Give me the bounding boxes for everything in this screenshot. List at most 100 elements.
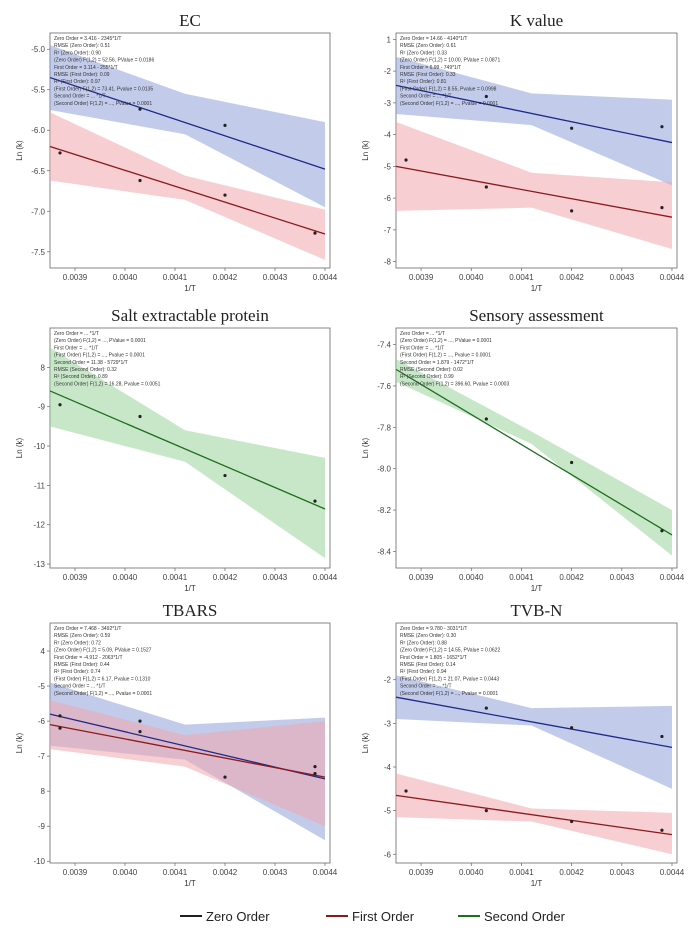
regression-stat-line: RMSE (First Order): 0.33 xyxy=(400,72,456,78)
regression-stat-line: RMSE (First Order): 0.09 xyxy=(54,72,110,78)
regression-stat-line: R² (Zero Order): 0.88 xyxy=(400,640,447,646)
x-tick-label: 0.0040 xyxy=(113,868,138,877)
regression-stat-line: RMSE (Zero Order): 0.51 xyxy=(54,43,110,49)
y-tick-label: -5.0 xyxy=(31,45,45,54)
x-tick-label: 0.0043 xyxy=(263,273,288,282)
regression-stat-line: R² (Zero Order): 0.90 xyxy=(54,50,101,56)
regression-stat-line: RMSE (Zero Order): 0.61 xyxy=(400,43,456,49)
zero-order-data-point xyxy=(660,125,664,129)
y-tick-label: 8 xyxy=(41,363,46,372)
first-order-data-point xyxy=(404,789,408,793)
panel-title: TBARS xyxy=(163,601,218,620)
y-axis-label: Ln (k) xyxy=(15,732,24,753)
plot-frame xyxy=(395,327,678,569)
panel-3: Salt extractable protein 0.0039 0.0040 0.00… xyxy=(15,306,338,593)
regression-stat-line: Zero Order = 9.780 - 3031*1/T xyxy=(400,626,467,632)
x-tick-label: 0.0041 xyxy=(509,573,534,582)
panel-1: EC 0.0039 0.0040 0.0041 0.0042 0.0043 0.0044 1/… xyxy=(15,11,338,293)
x-tick-label: 0.0039 xyxy=(63,868,88,877)
first-order-data-point xyxy=(138,719,142,723)
zero-order-fit-line xyxy=(49,76,326,170)
panel-title: TVB-N xyxy=(511,601,563,620)
y-axis-label: Ln (k) xyxy=(361,140,370,161)
first-order-data-point xyxy=(223,193,227,197)
panel-title: K value xyxy=(510,11,563,30)
x-tick-label: 0.0039 xyxy=(63,573,88,582)
x-tick-label: 0.0041 xyxy=(163,573,188,582)
x-tick-label: 0.0040 xyxy=(459,573,484,582)
y-tick-label: -9 xyxy=(38,822,46,831)
y-tick-label: -7.5 xyxy=(31,248,45,257)
y-axis-label: Ln (k) xyxy=(15,140,24,161)
y-tick-label: 1 xyxy=(387,35,392,44)
x-axis-label: 1/T xyxy=(531,584,543,593)
x-tick-label: 0.0044 xyxy=(313,868,338,877)
y-tick-label: -8.0 xyxy=(377,465,391,474)
first-order-data-point xyxy=(570,209,574,213)
x-tick-label: 0.0039 xyxy=(409,573,434,582)
x-tick-label: 0.0043 xyxy=(610,573,635,582)
x-tick-label: 0.0040 xyxy=(459,273,484,282)
regression-stat-line: (First Order) F(1,2) = ..., Pvalue = 0.0… xyxy=(54,353,145,359)
panel-title: Salt extractable protein xyxy=(111,306,269,325)
zero-order-fit-line xyxy=(395,696,673,749)
zero-order-data-point xyxy=(484,94,488,99)
regression-stat-line: Zero Order = ... *1/T xyxy=(54,331,99,337)
y-tick-label: -3 xyxy=(384,719,392,728)
x-tick-label: 0.0040 xyxy=(459,868,484,877)
first-order-data-point xyxy=(313,772,317,776)
y-tick-label: -10 xyxy=(33,442,45,451)
second-order-fit-line xyxy=(49,390,326,510)
zero-order-data-point xyxy=(484,706,488,710)
second-order-data-point xyxy=(484,417,488,421)
y-tick-label: -4 xyxy=(384,763,392,772)
second-order-data-point xyxy=(223,473,227,478)
first-order-data-point xyxy=(660,206,664,210)
y-tick-label: -6.0 xyxy=(31,126,45,135)
regression-stat-line: First Order = 1.805 - 1652*1/T xyxy=(400,655,467,661)
regression-stat-line: RMSE (Zero Order): 0.30 xyxy=(400,633,456,639)
regression-stat-line: (Zero Order) F(1,2) = 52.56, PValue = 0.… xyxy=(54,58,154,64)
regression-stat-line: Second Order = ... *1/T xyxy=(400,94,452,100)
y-tick-label: -8.2 xyxy=(377,506,391,515)
second-order-fit-line xyxy=(395,368,673,536)
x-axis-label: 1/T xyxy=(184,879,196,888)
x-tick-label: 0.0042 xyxy=(213,273,238,282)
regression-stat-line: (Zero Order) F(1,2) = 5.09, PValue = 0.1… xyxy=(54,648,152,654)
y-tick-label: -7.4 xyxy=(377,341,391,350)
x-tick-label: 0.0039 xyxy=(63,273,88,282)
y-tick-label: -10 xyxy=(33,857,45,866)
regression-stat-line: R² (First Order): 0.97 xyxy=(54,79,101,85)
regression-stat-line: R² (Second Order): 0.99 xyxy=(400,374,454,380)
panel-title: Sensory assessment xyxy=(469,306,604,325)
panel-4: Sensory assessment 0.0039 0.0040 0.0041 0.00… xyxy=(361,306,685,593)
regression-stat-line: Zero Order = 7.468 - 3492*1/T xyxy=(54,626,121,632)
regression-stat-line: (Second Order) F(1,2) = 396.60, Pvalue =… xyxy=(400,381,509,387)
regression-stat-line: First Order = ... *1/T xyxy=(54,345,98,351)
y-tick-label: -7 xyxy=(38,752,46,761)
second-order-data-point xyxy=(660,529,664,533)
second-order-data-point xyxy=(138,414,142,419)
zero-order-data-point xyxy=(58,714,62,718)
panel-title: EC xyxy=(179,11,201,30)
y-tick-label: -8 xyxy=(384,258,392,267)
regression-stat-line: Second Order = ... *1/T xyxy=(400,684,452,690)
x-tick-label: 0.0044 xyxy=(313,273,338,282)
regression-stat-line: Second Order = 11.38 - 5729*1/T xyxy=(54,360,128,366)
zero-order-data-point xyxy=(313,765,317,769)
zero-order-data-point xyxy=(660,734,664,739)
regression-stat-line: (Zero Order) F(1,2) = 14.55, PValue = 0.… xyxy=(400,648,500,654)
first-order-data-point xyxy=(570,819,574,824)
y-tick-label: -11 xyxy=(34,481,46,490)
x-tick-label: 0.0042 xyxy=(559,868,584,877)
x-tick-label: 0.0043 xyxy=(263,868,288,877)
regression-stat-line: (Second Order) F(1,2) = ..., Pvalue = 0.… xyxy=(54,691,152,697)
y-tick-label: -6.5 xyxy=(31,167,45,176)
x-tick-label: 0.0044 xyxy=(660,273,685,282)
regression-stat-line: (Zero Order) F(1,2) = 10.00, PValue = 0.… xyxy=(400,58,500,64)
regression-stat-line: RMSE (Zero Order): 0.59 xyxy=(54,633,110,639)
x-tick-label: 0.0040 xyxy=(113,573,138,582)
y-axis-label: Ln (k) xyxy=(15,437,24,458)
second-order-data-point xyxy=(570,460,574,465)
panel-5: TBARS 0.0039 0.0040 0.0041 0.0042 0.0043 0.004… xyxy=(15,601,338,888)
